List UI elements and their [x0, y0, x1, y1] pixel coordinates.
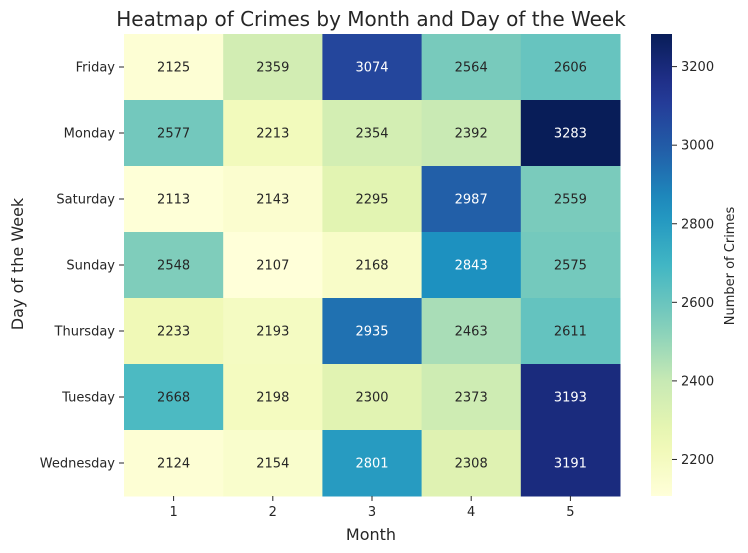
x-tick-label: 5	[566, 505, 574, 520]
cell-value-label: 2143	[256, 193, 289, 208]
heatmap-cell	[322, 100, 423, 167]
heatmap-cell	[223, 100, 323, 167]
heatmap-cell	[322, 298, 423, 365]
cell-value-label: 2668	[157, 391, 190, 406]
cell-value-label: 2987	[455, 193, 488, 208]
heatmap-cell	[322, 364, 423, 431]
heatmap-cell	[520, 430, 621, 497]
heatmap-cell	[124, 232, 224, 299]
cell-value-label: 2107	[256, 259, 289, 274]
y-tick-label: Tuesday	[61, 391, 115, 406]
cell-value-label: 2611	[554, 325, 587, 340]
cell-value-label: 2124	[157, 457, 190, 472]
heatmap-cell	[223, 232, 323, 299]
cell-value-label: 2233	[157, 325, 190, 340]
y-axis-label: Day of the Week	[8, 197, 27, 330]
heatmap-cell	[520, 34, 621, 101]
colorbar-gradient	[651, 34, 672, 496]
heatmap-cell	[322, 232, 423, 299]
cell-value-label: 3191	[554, 457, 587, 472]
heatmap-cell	[322, 430, 423, 497]
heatmap-cell	[520, 298, 621, 365]
cell-value-label: 2213	[256, 127, 289, 142]
y-axis: Friday Monday Saturday Sunday Thursday Tuesda…	[40, 61, 124, 472]
heatmap-cell	[520, 100, 621, 167]
heatmap-cell	[322, 34, 423, 101]
cell-value-label: 2359	[256, 61, 289, 76]
heatmap-cell	[520, 364, 621, 431]
heatmap-cell	[124, 34, 224, 101]
colorbar-tick-label: 2600	[681, 296, 714, 311]
heatmap-cell	[223, 34, 323, 101]
heatmap-cell	[124, 166, 224, 233]
heatmap-cell	[124, 364, 224, 431]
x-tick-label: 3	[368, 505, 376, 520]
colorbar: 2200 2400 2600 2800 3000 3200	[651, 34, 714, 496]
cell-value-label: 2843	[455, 259, 488, 274]
cell-value-label: 2300	[355, 391, 388, 406]
heatmap-cell	[124, 430, 224, 497]
x-tick-label: 4	[467, 505, 475, 520]
cell-value-label: 3074	[355, 61, 388, 76]
heatmap-cell	[520, 232, 621, 299]
cell-value-label: 2548	[157, 259, 190, 274]
colorbar-tick-label: 2200	[681, 453, 714, 468]
y-tick-label: Sunday	[66, 259, 115, 274]
colorbar-tick-label: 2400	[681, 374, 714, 389]
y-tick-label: Friday	[76, 61, 116, 76]
cell-value-label: 2198	[256, 391, 289, 406]
heatmap-cell	[124, 298, 224, 365]
x-tick-label: 2	[269, 505, 277, 520]
cell-value-label: 2575	[554, 259, 587, 274]
heatmap-cell	[421, 364, 522, 431]
chart-title: Heatmap of Crimes by Month and Day of th…	[116, 7, 626, 31]
cell-value-label: 2193	[256, 325, 289, 340]
heatmap-cell	[223, 298, 323, 365]
cell-value-label: 3193	[554, 391, 587, 406]
heatmap-cell	[124, 100, 224, 167]
colorbar-tick-label: 3000	[681, 139, 714, 154]
cell-value-label: 2577	[157, 127, 190, 142]
cell-value-label: 2125	[157, 61, 190, 76]
y-tick-label: Saturday	[56, 193, 115, 208]
heatmap-cell	[421, 298, 522, 365]
heatmap-cell	[223, 166, 323, 233]
heatmap-cell	[223, 430, 323, 497]
cell-value-label: 2606	[554, 61, 587, 76]
cell-value-label: 2168	[355, 259, 388, 274]
cell-value-label: 2154	[256, 457, 289, 472]
cell-value-label: 2801	[355, 457, 388, 472]
cell-value-label: 2113	[157, 193, 190, 208]
cell-value-label: 2935	[355, 325, 388, 340]
x-axis: 1 2 3 4 5	[169, 496, 575, 520]
heatmap-cell	[421, 430, 522, 497]
cell-value-label: 2295	[355, 193, 388, 208]
y-tick-label: Monday	[64, 127, 116, 142]
cell-value-label: 2354	[355, 127, 388, 142]
cell-value-label: 2392	[455, 127, 488, 142]
colorbar-tick-label: 2800	[681, 217, 714, 232]
heatmap-cells: 2125 2359 3074 2564 2606 2577 2213 2354 2392 3283…	[124, 34, 621, 497]
heatmap-cell	[223, 364, 323, 431]
heatmap-cell	[520, 166, 621, 233]
cell-value-label: 3283	[554, 127, 587, 142]
colorbar-label: Number of Crimes	[723, 207, 738, 326]
cell-value-label: 2373	[455, 391, 488, 406]
cell-value-label: 2559	[554, 193, 587, 208]
y-tick-label: Wednesday	[40, 457, 116, 472]
heatmap-cell	[421, 166, 522, 233]
heatmap-cell	[421, 232, 522, 299]
cell-value-label: 2564	[455, 61, 488, 76]
heatmap-cell	[421, 100, 522, 167]
x-axis-label: Month	[346, 525, 396, 544]
cell-value-label: 2463	[455, 325, 488, 340]
colorbar-tick-label: 3200	[681, 60, 714, 75]
cell-value-label: 2308	[455, 457, 488, 472]
y-tick-label: Thursday	[54, 325, 116, 340]
heatmap-cell	[322, 166, 423, 233]
x-tick-label: 1	[169, 505, 177, 520]
heatmap-cell	[421, 34, 522, 101]
